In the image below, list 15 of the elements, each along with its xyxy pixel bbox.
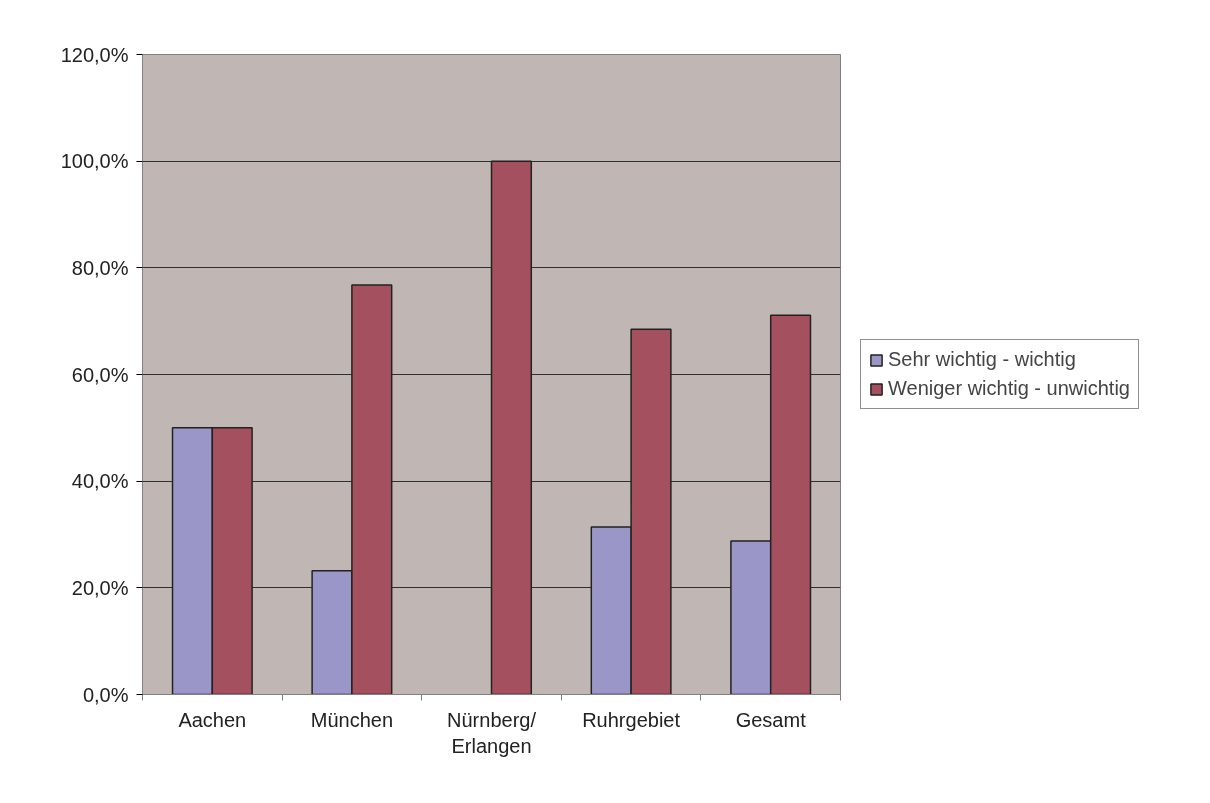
x-tick-label: München: [310, 708, 394, 731]
y-tick-label: 20,0%: [71, 576, 129, 599]
y-tick-label: 60,0%: [71, 363, 129, 386]
legend-label: Weniger wichtig - unwichtig: [888, 377, 1130, 400]
x-tick-label: Gesamt: [735, 708, 807, 731]
bar: [490, 160, 533, 695]
legend-label: Sehr wichtig - wichtig: [888, 348, 1076, 371]
y-tick-label: 0,0%: [82, 683, 129, 706]
x-tick-label: Aachen: [178, 708, 247, 731]
y-tick-label: 80,0%: [71, 256, 129, 279]
y-tick-label: 40,0%: [71, 470, 129, 493]
y-tick-label: 100,0%: [60, 150, 129, 173]
x-tick-label: Ruhrgebiet: [582, 708, 681, 731]
x-tick-label: Nürnberg/ Erlangen: [447, 708, 537, 757]
y-tick-label: 120,0%: [60, 43, 129, 66]
